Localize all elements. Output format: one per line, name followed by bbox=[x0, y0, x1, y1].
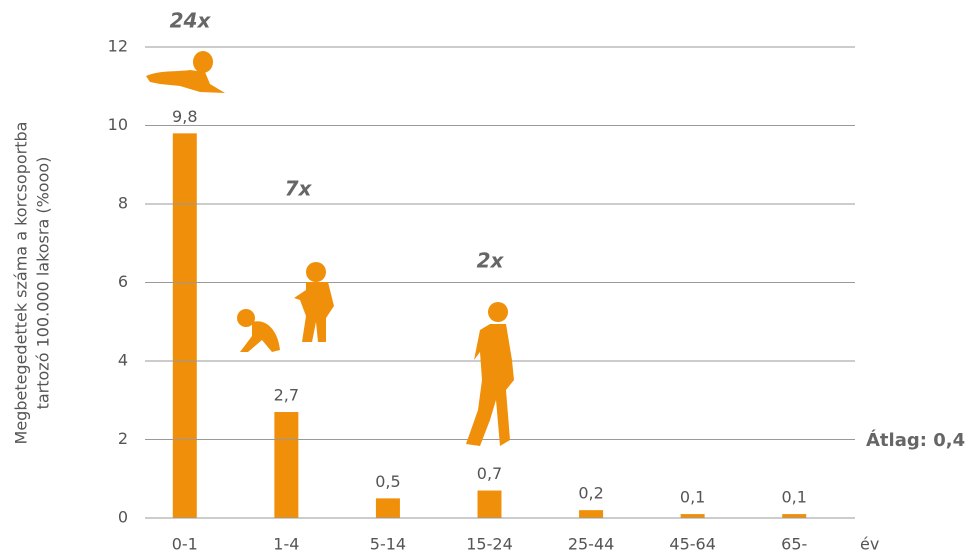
annotation: 2x bbox=[477, 249, 505, 273]
annotation: 24x bbox=[170, 9, 212, 33]
x-tick-label: 0-1 bbox=[172, 535, 198, 554]
x-unit: év bbox=[860, 535, 879, 554]
y-tick-label: 4 bbox=[118, 351, 128, 370]
bar bbox=[478, 491, 502, 518]
y-tick-label: 6 bbox=[118, 272, 128, 291]
y-tick-label: 12 bbox=[108, 37, 128, 56]
bar bbox=[274, 412, 298, 518]
x-tick-label: 65- bbox=[781, 535, 807, 554]
annotation: 7x bbox=[285, 177, 313, 201]
bar bbox=[579, 510, 603, 518]
bar bbox=[782, 514, 806, 518]
value-label: 2,7 bbox=[274, 386, 299, 405]
y-tick-label: 0 bbox=[118, 508, 128, 527]
x-tick-label: 45-64 bbox=[669, 535, 716, 554]
bar bbox=[376, 498, 400, 518]
y-tick-label: 2 bbox=[118, 429, 128, 448]
x-tick-label: 15-24 bbox=[466, 535, 513, 554]
value-label: 0,1 bbox=[680, 488, 705, 507]
y-axis-title: Megbetegedettek száma a korcsoportba bbox=[12, 122, 31, 445]
value-label: 9,8 bbox=[172, 107, 197, 126]
bar bbox=[173, 133, 197, 518]
x-tick-label: 25-44 bbox=[568, 535, 615, 554]
value-label: 0,7 bbox=[477, 464, 502, 483]
y-tick-label: 8 bbox=[118, 194, 128, 213]
silhouettes bbox=[146, 51, 514, 446]
bar bbox=[681, 514, 705, 518]
average-label: Átlag: 0,4 bbox=[866, 429, 965, 451]
value-label: 0,2 bbox=[578, 484, 603, 503]
x-tick-label: 1-4 bbox=[273, 535, 299, 554]
y-tick-label: 10 bbox=[108, 115, 128, 134]
value-label: 0,1 bbox=[781, 488, 806, 507]
y-axis-title: tartozó 100.000 lakosra (%ooo) bbox=[34, 157, 53, 410]
x-tick-label: 5-14 bbox=[370, 535, 406, 554]
value-label: 0,5 bbox=[375, 472, 400, 491]
chart: 0,1 65- 0,1 45-64 0,2 25-44 0,7 15-24 0,5 5-14 2,7… bbox=[0, 0, 980, 554]
